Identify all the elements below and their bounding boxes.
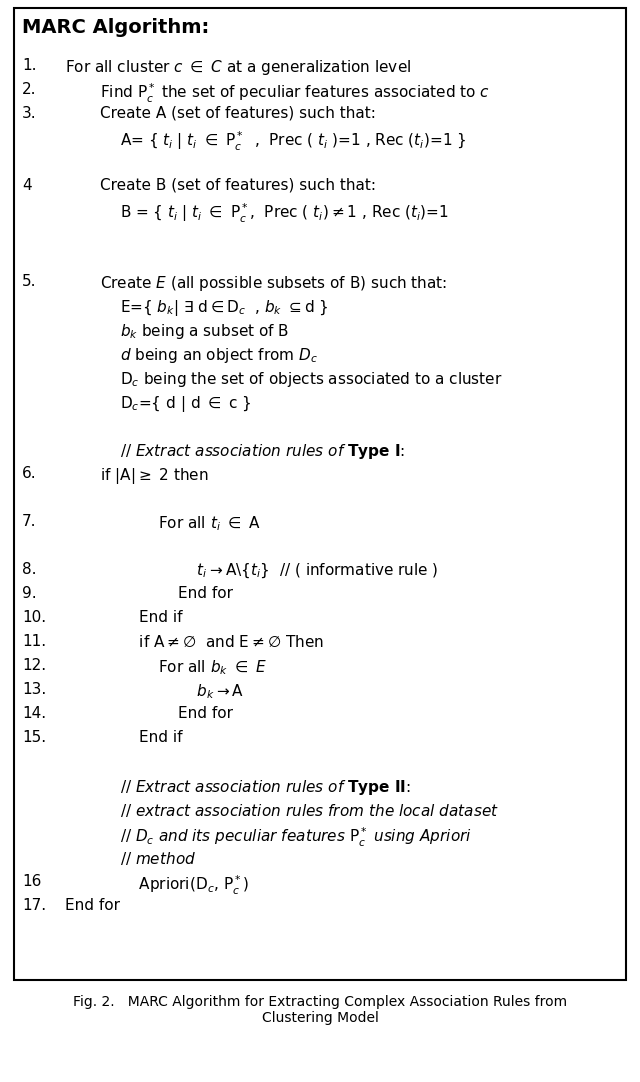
Text: Find $\mathrm{P}_c^*$ the set of peculiar features associated to $c$: Find $\mathrm{P}_c^*$ the set of peculia… bbox=[100, 82, 490, 105]
Text: Create A (set of features) such that:: Create A (set of features) such that: bbox=[100, 106, 376, 121]
Text: 14.: 14. bbox=[22, 705, 46, 721]
Text: A= { $t_i$ | $t_i$ $\in$ $\mathrm{P}_c^*$  ,  Prec ( $t_i$ )=1 , Rec ($t_i$)=1 }: A= { $t_i$ | $t_i$ $\in$ $\mathrm{P}_c^*… bbox=[120, 130, 467, 154]
Text: End if: End if bbox=[100, 610, 182, 625]
Text: 13.: 13. bbox=[22, 682, 46, 697]
Text: End for: End for bbox=[100, 586, 233, 601]
Text: // $\it{Extract\ association\ rules\ of\ }$$\mathbf{Type\ I}$:: // $\it{Extract\ association\ rules\ of\… bbox=[120, 443, 405, 461]
Text: 1.: 1. bbox=[22, 58, 36, 72]
Text: End for: End for bbox=[100, 705, 233, 721]
Text: Create B (set of features) such that:: Create B (set of features) such that: bbox=[100, 179, 376, 193]
Text: 4: 4 bbox=[22, 179, 31, 193]
Text: End for: End for bbox=[65, 898, 120, 913]
Text: if A$\neq$$\emptyset$  and E$\neq$$\emptyset$ Then: if A$\neq$$\emptyset$ and E$\neq$$\empty… bbox=[100, 634, 324, 650]
Text: $t_i$$\rightarrow$A\{$t_i$}  // ( informative rule ): $t_i$$\rightarrow$A\{$t_i$} // ( informa… bbox=[100, 562, 438, 580]
Text: 15.: 15. bbox=[22, 730, 46, 745]
Text: For all cluster $c$ $\in$ $C$ at a generalization level: For all cluster $c$ $\in$ $C$ at a gener… bbox=[65, 58, 412, 77]
Text: 7.: 7. bbox=[22, 514, 36, 529]
Text: $b_k$ being a subset of B: $b_k$ being a subset of B bbox=[120, 322, 289, 341]
Text: End if: End if bbox=[100, 730, 182, 745]
Text: Apriori($\mathrm{D}_c$, $\mathrm{P}_c^*$): Apriori($\mathrm{D}_c$, $\mathrm{P}_c^*$… bbox=[100, 874, 249, 897]
Text: 2.: 2. bbox=[22, 82, 36, 97]
Text: Create $E$ (all possible subsets of B) such that:: Create $E$ (all possible subsets of B) s… bbox=[100, 274, 447, 293]
Text: For all $b_k$ $\in$ $E$: For all $b_k$ $\in$ $E$ bbox=[100, 658, 267, 676]
Text: $b_k$$\rightarrow$A: $b_k$$\rightarrow$A bbox=[100, 682, 244, 701]
Bar bbox=[14, 8, 626, 980]
Text: 17.: 17. bbox=[22, 898, 46, 913]
Text: // $\it{Extract\ association\ rules\ of\ }$$\mathbf{Type\ II}$:: // $\it{Extract\ association\ rules\ of\… bbox=[120, 778, 411, 797]
Text: // $\it{method}$: // $\it{method}$ bbox=[120, 850, 196, 867]
Text: E={ $b_k$| $\exists$ d$\in$$\mathrm{D}_c$  , $b_k$ $\subseteq$d }: E={ $b_k$| $\exists$ d$\in$$\mathrm{D}_c… bbox=[120, 298, 328, 318]
Text: $\mathrm{D}_c$={ d | d $\in$ c }: $\mathrm{D}_c$={ d | d $\in$ c } bbox=[120, 394, 252, 414]
Text: 11.: 11. bbox=[22, 634, 46, 649]
Text: // $\it{extract\ association\ rules\ from\ the\ local\ dataset}$: // $\it{extract\ association\ rules\ fro… bbox=[120, 802, 499, 819]
Text: // $D_c$ $\it{and\ its\ peculiar\ features\ }$$\mathrm{P}_c^*$ $\it{using\ Aprio: // $D_c$ $\it{and\ its\ peculiar\ featur… bbox=[120, 826, 472, 849]
Text: MARC Algorithm:: MARC Algorithm: bbox=[22, 18, 209, 37]
Text: For all $t_i$ $\in$ A: For all $t_i$ $\in$ A bbox=[100, 514, 260, 532]
Text: if |A|$\geq$ 2 then: if |A|$\geq$ 2 then bbox=[100, 466, 209, 486]
Text: 16: 16 bbox=[22, 874, 42, 889]
Text: 12.: 12. bbox=[22, 658, 46, 673]
Text: 9.: 9. bbox=[22, 586, 36, 601]
Text: $\mathrm{D}_c$ being the set of objects associated to a cluster: $\mathrm{D}_c$ being the set of objects … bbox=[120, 370, 502, 390]
Text: 3.: 3. bbox=[22, 106, 36, 121]
Text: 10.: 10. bbox=[22, 610, 46, 625]
Text: 8.: 8. bbox=[22, 562, 36, 577]
Text: B = { $t_i$ | $t_i$ $\in$ $\mathrm{P}_c^*$,  Prec ( $t_i$)$\neq$1 , Rec ($t_i$)=: B = { $t_i$ | $t_i$ $\in$ $\mathrm{P}_c^… bbox=[120, 202, 449, 225]
Text: $d$ being an object from $D_c$: $d$ being an object from $D_c$ bbox=[120, 346, 318, 365]
Text: 6.: 6. bbox=[22, 466, 36, 481]
Text: Fig. 2.   MARC Algorithm for Extracting Complex Association Rules from
Clusterin: Fig. 2. MARC Algorithm for Extracting Co… bbox=[73, 995, 567, 1026]
Text: 5.: 5. bbox=[22, 274, 36, 289]
